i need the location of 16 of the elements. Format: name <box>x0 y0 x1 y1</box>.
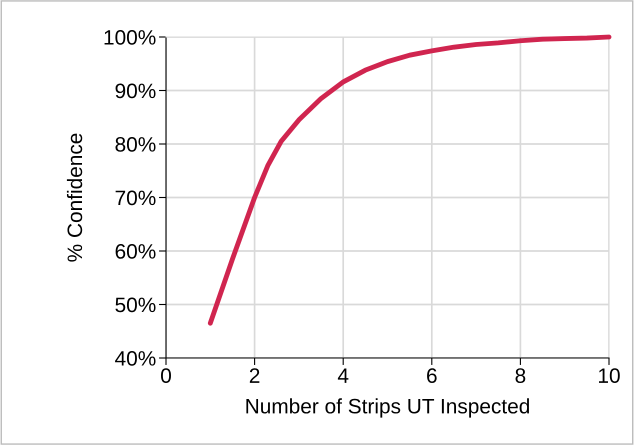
y-tick-label: 60% <box>116 244 156 259</box>
y-tick-label: 80% <box>115 137 156 152</box>
y-tick-label: 50% <box>115 298 156 312</box>
x-axis-title: Number of Strips UT Inspected <box>246 398 529 418</box>
y-tick-label: 70% <box>116 190 156 206</box>
y-tick-label: 90% <box>116 84 156 98</box>
x-tick-label: 2 <box>250 368 260 383</box>
x-tick-label: 10 <box>599 368 620 384</box>
y-axis-title: % Confidence <box>66 134 82 262</box>
y-tick-label: 40% <box>115 351 156 366</box>
x-tick-label: 8 <box>516 368 526 384</box>
x-tick-label: 4 <box>338 368 348 383</box>
x-tick-label: 0 <box>161 368 171 384</box>
x-tick-label: 6 <box>427 368 437 384</box>
line-series <box>208 34 612 326</box>
y-tick-label: 100% <box>104 30 156 45</box>
